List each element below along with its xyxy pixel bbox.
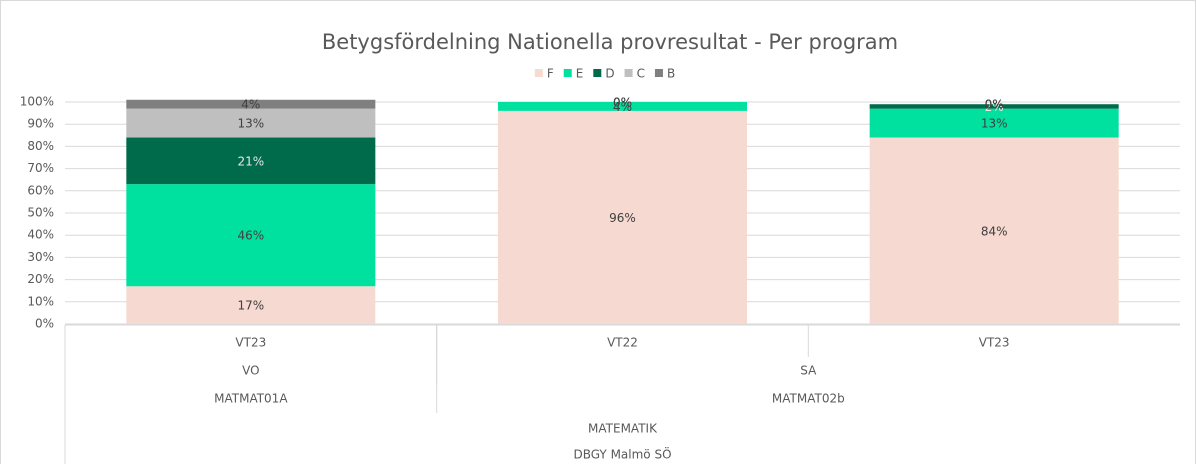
category-group-label: MATEMATIK bbox=[588, 422, 658, 436]
data-label: 4% bbox=[613, 100, 632, 114]
data-label: 84% bbox=[981, 224, 1008, 238]
data-label: 46% bbox=[237, 229, 264, 243]
y-tick-label: 70% bbox=[27, 161, 54, 175]
data-label: 21% bbox=[237, 154, 264, 168]
bar-segment bbox=[126, 108, 376, 138]
legend-label: F bbox=[547, 67, 554, 81]
data-label: 17% bbox=[237, 299, 264, 313]
category-group-label: MATMAT01A bbox=[214, 392, 288, 406]
y-tick-label: 40% bbox=[27, 228, 54, 242]
data-label: 0% bbox=[985, 98, 1004, 112]
legend-swatch bbox=[654, 69, 663, 77]
legend-swatch bbox=[534, 69, 543, 77]
bar-segment bbox=[497, 110, 748, 324]
bar-segment bbox=[869, 108, 1119, 138]
y-tick-label: 20% bbox=[27, 272, 54, 286]
legend-label: B bbox=[667, 67, 675, 81]
legend-swatch bbox=[563, 69, 572, 77]
y-tick-label: 60% bbox=[27, 183, 54, 197]
data-label: 0% bbox=[613, 96, 632, 110]
data-label: 0% bbox=[613, 96, 632, 110]
legend-swatch bbox=[624, 69, 633, 77]
data-label: 2% bbox=[985, 100, 1004, 114]
data-label: 0% bbox=[985, 98, 1004, 112]
y-tick-label: 10% bbox=[27, 294, 54, 308]
x-tick-label: VT23 bbox=[979, 336, 1010, 350]
data-label: 4% bbox=[241, 98, 260, 112]
bar-segment bbox=[869, 104, 1119, 109]
y-tick-label: 50% bbox=[27, 206, 54, 220]
y-tick-label: 30% bbox=[27, 250, 54, 264]
legend-label: D bbox=[605, 67, 614, 81]
x-tick-label: VT22 bbox=[607, 336, 638, 350]
bar-segment bbox=[126, 99, 376, 109]
legend-label: C bbox=[637, 67, 645, 81]
category-group-label: MATMAT02b bbox=[772, 392, 845, 406]
legend-label: E bbox=[576, 67, 584, 81]
data-label: 13% bbox=[981, 117, 1008, 131]
y-tick-label: 100% bbox=[20, 95, 54, 109]
chart-title: Betygsfördelning Nationella provresultat… bbox=[322, 30, 898, 54]
y-tick-label: 0% bbox=[35, 317, 54, 331]
category-group-label: DBGY Malmö SÖ bbox=[573, 446, 671, 462]
data-label: 96% bbox=[609, 211, 636, 225]
data-label: 0% bbox=[613, 96, 632, 110]
data-label: 13% bbox=[237, 117, 264, 131]
y-tick-label: 80% bbox=[27, 139, 54, 153]
y-tick-label: 90% bbox=[27, 117, 54, 131]
bar-segment bbox=[126, 137, 376, 185]
bar-segment bbox=[869, 137, 1119, 324]
bar-segment bbox=[126, 184, 376, 287]
bar-segment bbox=[497, 102, 748, 111]
category-group-label: VO bbox=[242, 364, 259, 378]
bar-segment bbox=[126, 286, 376, 324]
x-tick-label: VT23 bbox=[235, 336, 266, 350]
category-group-label: SA bbox=[800, 364, 817, 378]
legend-swatch bbox=[593, 69, 602, 77]
